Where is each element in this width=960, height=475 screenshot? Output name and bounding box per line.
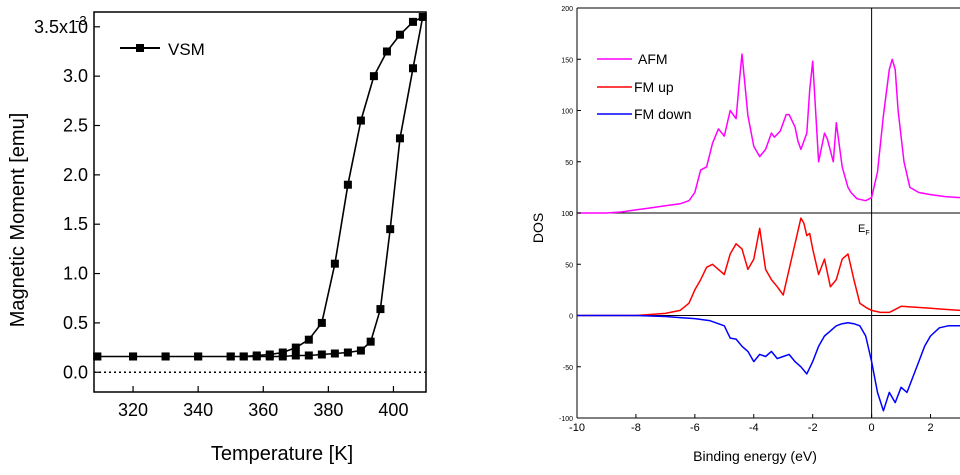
c1-data-marker <box>129 352 138 361</box>
c1-data-marker <box>369 72 378 81</box>
c2-x-tick-label: -6 <box>690 422 700 434</box>
c2-x-tick-label: -2 <box>808 422 818 434</box>
c1-y-tick-label: 2.0 <box>63 165 88 185</box>
c1-y-tick-label: 1.5 <box>63 214 88 234</box>
c2-legend-label-fm-up: FM up <box>634 79 674 95</box>
c2-series-fm-down <box>577 314 960 412</box>
c1-data-marker <box>395 30 404 39</box>
c2-legend-label-fm-down: FM down <box>634 106 692 122</box>
c1-data-marker <box>317 318 326 327</box>
c1-x-tick-label: 340 <box>183 400 213 420</box>
c1-data-marker <box>304 351 313 360</box>
c1-data-marker <box>252 352 261 361</box>
c2-y-tick-label: 200 <box>561 6 573 13</box>
c1-data-marker <box>278 352 287 361</box>
c1-data-marker <box>317 350 326 359</box>
c1-y-axis-label: Magnetic Moment [emu] <box>7 113 29 328</box>
c2-y-tick-label: 100 <box>561 211 573 218</box>
c1-y-tick-label: 1.0 <box>63 264 88 284</box>
c2-series-afm <box>577 53 960 214</box>
c2-legend-label-afm: AFM <box>638 51 668 67</box>
c1-legend-label: VSM <box>168 40 205 59</box>
c2-x-tick-label: -10 <box>569 422 585 434</box>
c1-data-marker <box>376 305 385 314</box>
magnetic-moment-chart: 320 340 360 380 400 0.0 0.5 1.0 1.5 2.0 2.5 3.0 3.5x… <box>7 11 427 465</box>
c2-y-tick-label: 100 <box>561 109 573 116</box>
c1-y-tick-label: 3.5x10 <box>34 17 88 37</box>
c2-y-tick-label: 0 <box>569 211 573 218</box>
c1-series-line <box>97 15 424 358</box>
c2-x-tick-label: -8 <box>631 422 641 434</box>
c2-y-tick-label: -50 <box>563 365 573 372</box>
c2-tick-labels: -10 -8 -6 -4 -2 0 2 0 50 100 150 200 -100 -50 0 50 100 <box>559 6 934 434</box>
c1-data-marker <box>291 351 300 360</box>
c1-legend: VSM <box>120 40 205 59</box>
c1-data-marker <box>366 337 375 346</box>
c1-data-marker <box>304 335 313 344</box>
c1-y-tick-label: 0.0 <box>63 362 88 382</box>
c1-data-marker <box>382 47 391 56</box>
c1-plot-frame <box>93 11 427 393</box>
c1-tick-labels: 320 340 360 380 400 0.0 0.5 1.0 1.5 2.0 2.5 3.0 3.5x… <box>34 17 409 420</box>
c1-data-marker <box>226 352 235 361</box>
c1-data-marker <box>330 259 339 268</box>
ef-subscript: F <box>865 230 869 237</box>
c2-x-axis-label: Binding energy (eV) <box>693 448 817 464</box>
c2-plot-marks <box>576 7 960 419</box>
c1-x-tick-label: 400 <box>378 400 408 420</box>
c1-data-marker <box>330 349 339 358</box>
c1-data-marker <box>395 134 404 143</box>
c1-x-tick-label: 320 <box>118 400 148 420</box>
ef-main: E <box>858 223 865 235</box>
c1-data-marker <box>161 352 170 361</box>
c1-x-tick-label: 380 <box>313 400 343 420</box>
c1-y-exponent: -3 <box>75 13 87 28</box>
c1-data-marker <box>265 352 274 361</box>
c1-y-tick-label: 0.5 <box>63 313 88 333</box>
c2-y-axis-label: DOS <box>530 213 546 243</box>
c2-x-tick-label: -4 <box>749 422 759 434</box>
c1-y-tick-label: 3.0 <box>63 66 88 86</box>
c1-data-marker <box>291 343 300 352</box>
c1-y-tick-label: 2.5 <box>63 116 88 136</box>
c1-plot-marks <box>93 11 427 393</box>
c2-series-fm-up <box>577 217 960 317</box>
c1-data-marker <box>418 12 427 21</box>
c1-legend-marker <box>136 44 144 52</box>
c2-y-tick-label: -100 <box>559 416 573 423</box>
c2-x-tick-label: 2 <box>927 422 933 434</box>
c2-y-tick-label: 50 <box>565 262 573 269</box>
c2-x-tick-label: 0 <box>869 422 875 434</box>
c1-data-marker <box>343 348 352 357</box>
ef-annotation: EF <box>858 223 870 237</box>
c1-data-marker <box>408 64 417 73</box>
c2-legend: AFM FM up FM down <box>597 51 692 122</box>
c1-data-marker <box>194 352 203 361</box>
c1-data-marker <box>93 352 102 361</box>
c1-data-marker <box>408 17 417 26</box>
c2-y-tick-label: 150 <box>561 57 573 64</box>
c1-data-marker <box>343 180 352 189</box>
c1-data-marker <box>386 225 395 234</box>
c1-data-marker <box>356 346 365 355</box>
c2-y-tick-label: 0 <box>569 314 573 321</box>
c1-data-marker <box>356 116 365 125</box>
c1-x-tick-label: 360 <box>248 400 278 420</box>
c1-x-axis-label: Temperature [K] <box>211 443 353 465</box>
c1-data-marker <box>239 352 248 361</box>
c2-y-tick-label: 50 <box>565 160 573 167</box>
